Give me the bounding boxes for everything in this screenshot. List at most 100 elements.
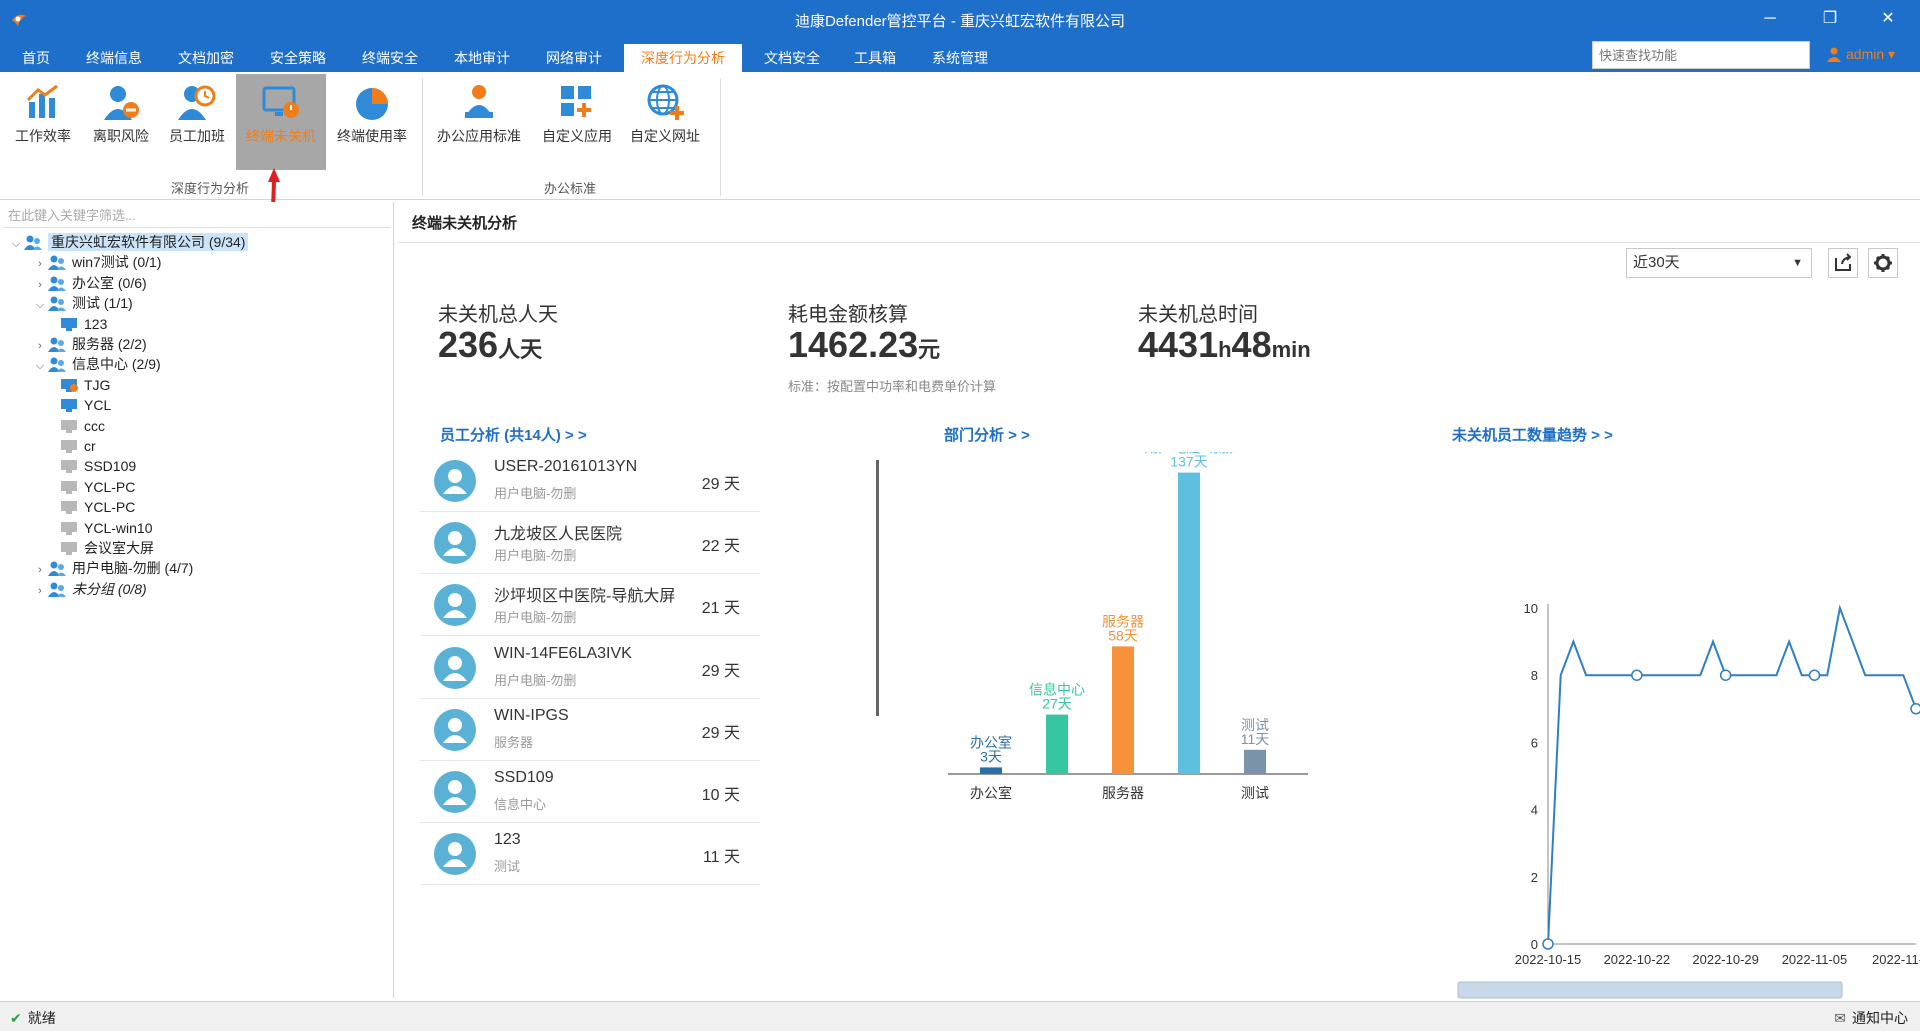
globe-add-icon (647, 84, 684, 120)
cost-note: 标准：按配置中功率和电费单价计算 (788, 379, 997, 394)
chevron-right-icon[interactable]: › (38, 564, 42, 577)
bar-category-label: 办公室 (970, 734, 1012, 750)
employee-list-item[interactable]: SSD109 信息中心 10 天 (420, 761, 760, 823)
ribbon-label: 终端未关机 (246, 128, 316, 144)
menu-behavior-analysis[interactable]: 深度行为分析 (624, 44, 742, 72)
menu-home[interactable]: 首页 (22, 50, 50, 66)
employee-list-item[interactable]: 九龙坡区人民医院 用户电脑-勿删 22 天 (420, 512, 760, 575)
tree-node-label: 会议室大屏 (84, 540, 154, 556)
cost-unit: 元 (918, 337, 941, 362)
menu-doc-encryption[interactable]: 文档加密 (178, 50, 234, 66)
tree-group-node[interactable]: › 用户电脑-勿删 (4/7) (32, 556, 193, 580)
settings-button[interactable] (1868, 248, 1898, 278)
tree-group-node[interactable]: › win7测试 (0/1) (32, 250, 161, 274)
period-select[interactable]: 近30天 ▼ (1626, 248, 1812, 278)
y-tick-label: 2 (1531, 870, 1538, 885)
export-button[interactable] (1828, 248, 1858, 278)
computer-online-icon (61, 317, 77, 331)
tree-group-node[interactable]: › 服务器 (2/2) (32, 332, 147, 356)
employee-list-scrollbar[interactable] (876, 460, 879, 716)
employee-group: 用户电脑-勿删 (494, 548, 577, 564)
quick-search-input[interactable] (1592, 41, 1810, 69)
chevron-right-icon[interactable]: › (38, 258, 42, 271)
tree-node-label: ccc (84, 417, 105, 434)
tree-computer-node[interactable]: YCL-win10 (56, 516, 152, 540)
menu-doc-security[interactable]: 文档安全 (764, 50, 820, 66)
ribbon-terminal-not-shutdown-button[interactable]: 终端未关机 (236, 74, 326, 170)
tree-computer-node[interactable]: 123 (56, 312, 107, 336)
tree-node-label: 未分组 (0/8) (72, 580, 147, 597)
ribbon-separator (720, 78, 721, 196)
user-group-icon (48, 582, 66, 597)
chevron-down-icon[interactable]: ⌵ (11, 238, 21, 250)
ribbon-resign-risk-button[interactable]: 离职风险 (82, 74, 160, 170)
tree-group-node[interactable]: ⌵ 信息中心 (2/9) (32, 352, 161, 376)
tree-computer-node[interactable]: ccc (56, 414, 105, 438)
restore-button[interactable]: ❐ (1822, 10, 1838, 27)
bar (980, 767, 1002, 774)
user-name: admin ▾ (1846, 46, 1896, 62)
ribbon-overtime-button[interactable]: 员工加班 (158, 74, 236, 170)
chevron-down-icon[interactable]: ⌵ (35, 299, 45, 312)
menu-toolbox[interactable]: 工具箱 (854, 50, 896, 66)
user-group-icon (48, 276, 66, 291)
user-menu[interactable]: admin ▾ (1826, 46, 1895, 63)
red-arrow-annotation (268, 168, 280, 208)
tree-computer-node[interactable]: YCL-PC (56, 475, 135, 499)
minimize-button[interactable]: ─ (1764, 10, 1776, 27)
employee-list-item[interactable]: 123 测试 11 天 (420, 823, 760, 886)
chevron-right-icon[interactable]: › (38, 584, 42, 597)
tree-group-node[interactable]: › 未分组 (0/8) (32, 577, 147, 601)
employee-analysis-link[interactable]: 员工分析 (共14人) > > (440, 427, 587, 444)
user-minus-icon (104, 86, 139, 120)
tree-group-node[interactable]: ⌵ 重庆兴虹宏软件有限公司 (9/34) (8, 230, 249, 254)
tree-computer-node[interactable]: cr (56, 434, 96, 458)
tree-node-label: SSD109 (84, 458, 137, 475)
ribbon-custom-url-button[interactable]: 自定义网址 (626, 74, 704, 170)
tree-computer-node[interactable]: 会议室大屏 (56, 536, 154, 560)
trend-analysis-link[interactable]: 未关机员工数量趋势 > > (1452, 427, 1613, 444)
menu-terminal-security[interactable]: 终端安全 (362, 50, 418, 66)
department-analysis-link[interactable]: 部门分析 > > (944, 427, 1030, 444)
tree-group-node[interactable]: ⌵ 测试 (1/1) (32, 291, 133, 315)
ribbon-label: 终端使用率 (337, 128, 407, 144)
ribbon-office-app-standard-button[interactable]: 办公应用标准 (432, 74, 526, 170)
mail-icon: ✉ (1834, 1010, 1846, 1026)
ribbon-work-efficiency-button[interactable]: 工作效率 (4, 74, 82, 170)
gear-icon (1874, 254, 1892, 272)
employee-list-item[interactable]: 沙坪坝区中医院-导航大屏 用户电脑-勿删 21 天 (420, 574, 760, 637)
notification-center-button[interactable]: ✉ 通知中心 (1834, 1008, 1908, 1028)
chevron-right-icon[interactable]: › (38, 340, 42, 352)
tree-group-node[interactable]: › 办公室 (0/6) (32, 271, 147, 295)
x-tick-label: 办公室 (970, 785, 1012, 801)
x-tick-label: 服务器 (1102, 785, 1144, 801)
employee-days: 10 天 (701, 787, 740, 804)
computer-offline-icon (61, 542, 77, 555)
tree-computer-node[interactable]: TJG (56, 373, 110, 397)
ribbon-label: 离职风险 (93, 128, 149, 144)
ribbon-label: 自定义网址 (630, 128, 700, 144)
y-tick-label: 8 (1531, 668, 1538, 683)
menu-terminal-info[interactable]: 终端信息 (86, 50, 142, 66)
tree-computer-node[interactable]: SSD109 (56, 454, 136, 478)
close-button[interactable]: ✕ (1881, 10, 1895, 27)
chevron-down-icon[interactable]: ⌵ (35, 360, 45, 373)
menu-security-policy[interactable]: 安全策略 (270, 50, 326, 66)
employee-list-item[interactable]: WIN-14FE6LA3IVK 用户电脑-勿删 29 天 (420, 637, 760, 699)
employee-list-item[interactable]: WIN-IPGS 服务器 29 天 (420, 699, 760, 761)
ribbon-custom-app-button[interactable]: 自定义应用 (538, 74, 616, 170)
user-avatar-icon (443, 655, 467, 681)
computer-alert-icon (61, 378, 78, 392)
tree-computer-node[interactable]: YCL (56, 393, 111, 417)
menu-system-management[interactable]: 系统管理 (932, 50, 988, 66)
employee-list-item[interactable]: USER-20161013YN 用户电脑-勿删 29 天 (420, 450, 760, 512)
menu-network-audit[interactable]: 网络审计 (546, 50, 602, 66)
tree-filter-input[interactable]: 在此键入关键字筛选... (4, 204, 390, 228)
tree-node-label: win7测试 (0/1) (72, 254, 162, 271)
ribbon-terminal-usage-button[interactable]: 终端使用率 (330, 74, 414, 170)
x-tick-label: 2022-11-05 (1782, 952, 1848, 967)
menu-local-audit[interactable]: 本地审计 (454, 50, 510, 66)
chevron-right-icon[interactable]: › (38, 278, 42, 291)
tree-computer-node[interactable]: YCL-PC (56, 495, 135, 519)
status-bar: ✔ 就绪 ✉ 通知中心 (0, 1001, 1920, 1031)
